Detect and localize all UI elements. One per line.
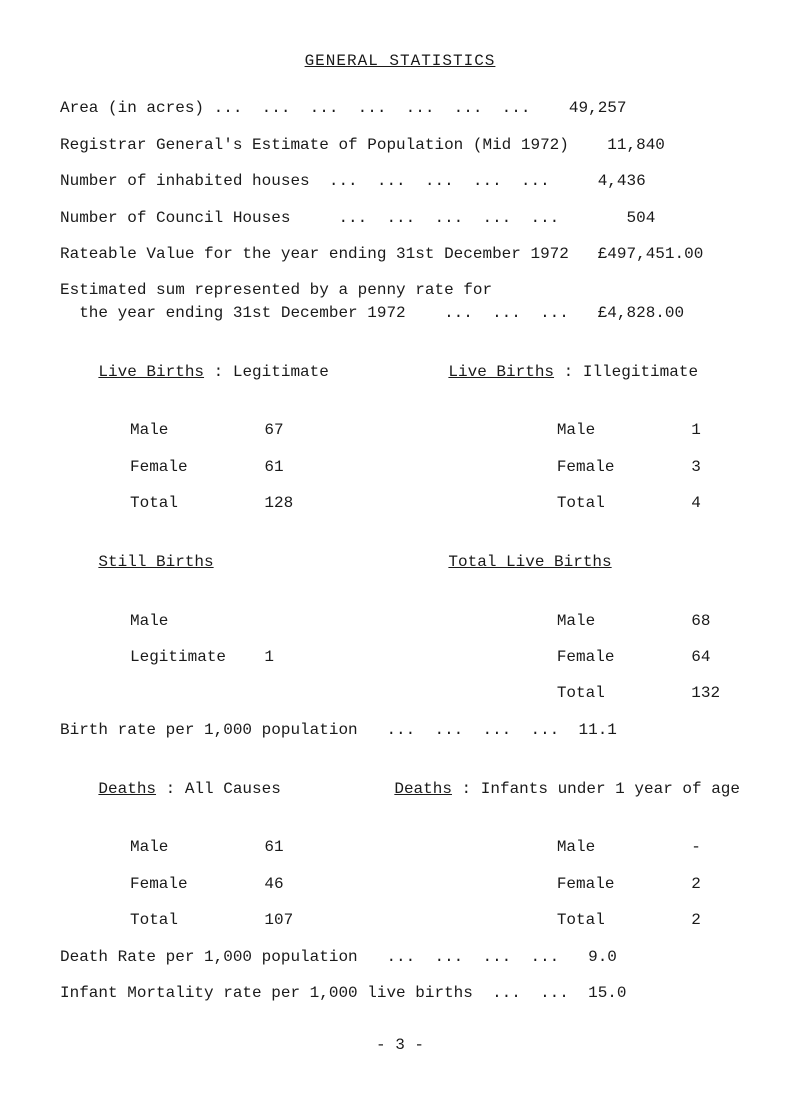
- still-births-row: Total 132: [60, 682, 740, 704]
- stat-rateable: Rateable Value for the year ending 31st …: [60, 243, 740, 265]
- stat-registrar: Registrar General's Estimate of Populati…: [60, 134, 740, 156]
- birth-rate: Birth rate per 1,000 population ... ... …: [60, 719, 740, 741]
- deaths-infants-header: Deaths: [394, 778, 452, 800]
- page-title: GENERAL STATISTICS: [60, 50, 740, 72]
- still-births-row: Legitimate 1 Female 64: [60, 646, 740, 668]
- still-births-left: [60, 682, 480, 704]
- still-births-right: Male 68: [480, 610, 740, 632]
- still-births-right: Female 64: [480, 646, 740, 668]
- live-births-left: Female 61: [60, 456, 480, 478]
- live-births-row: Female 61 Female 3: [60, 456, 740, 478]
- live-births-illegit-sep: : Illegitimate: [554, 363, 698, 381]
- still-births-right: Total 132: [480, 682, 740, 704]
- deaths-all-sep: : All Causes: [156, 780, 281, 798]
- live-births-legit-header: Live Births: [98, 361, 204, 383]
- live-births-header-row: Live Births : Legitimate Live Births : I…: [60, 338, 740, 405]
- deaths-infants-sep: : Infants under 1 year of age: [452, 780, 740, 798]
- still-births-row: Male Male 68: [60, 610, 740, 632]
- deaths-right: Female 2: [480, 873, 740, 895]
- still-births-left: Legitimate 1: [60, 646, 480, 668]
- stat-estimated-2: the year ending 31st December 1972 ... .…: [60, 302, 740, 324]
- deaths-left: Female 46: [60, 873, 480, 895]
- deaths-row: Total 107 Total 2: [60, 909, 740, 931]
- death-rate: Death Rate per 1,000 population ... ... …: [60, 946, 740, 968]
- stat-council: Number of Council Houses ... ... ... ...…: [60, 207, 740, 229]
- deaths-right: Total 2: [480, 909, 740, 931]
- deaths-row: Male 61 Male -: [60, 836, 740, 858]
- live-births-right: Total 4: [480, 492, 740, 514]
- live-births-legit-sep: : Legitimate: [204, 363, 329, 381]
- page-number: - 3 -: [60, 1034, 740, 1056]
- live-births-left: Male 67: [60, 419, 480, 441]
- deaths-right: Male -: [480, 836, 740, 858]
- live-births-right: Male 1: [480, 419, 740, 441]
- live-births-right: Female 3: [480, 456, 740, 478]
- deaths-all-header: Deaths: [98, 778, 156, 800]
- stat-inhabited: Number of inhabited houses ... ... ... .…: [60, 170, 740, 192]
- live-births-row: Total 128 Total 4: [60, 492, 740, 514]
- total-live-births-header: Total Live Births: [448, 551, 611, 573]
- still-births-left: Male: [60, 610, 480, 632]
- live-births-left: Total 128: [60, 492, 480, 514]
- stat-estimated-1: Estimated sum represented by a penny rat…: [60, 279, 740, 301]
- deaths-header-row: Deaths : All Causes Deaths : Infants und…: [60, 755, 740, 822]
- infant-mortality: Infant Mortality rate per 1,000 live bir…: [60, 982, 740, 1004]
- still-births-header-row: Still Births Total Live Births: [60, 528, 740, 595]
- deaths-row: Female 46 Female 2: [60, 873, 740, 895]
- live-births-illegit-header: Live Births: [448, 361, 554, 383]
- deaths-left: Total 107: [60, 909, 480, 931]
- deaths-left: Male 61: [60, 836, 480, 858]
- live-births-row: Male 67 Male 1: [60, 419, 740, 441]
- still-births-header: Still Births: [98, 551, 213, 573]
- stat-area: Area (in acres) ... ... ... ... ... ... …: [60, 97, 740, 119]
